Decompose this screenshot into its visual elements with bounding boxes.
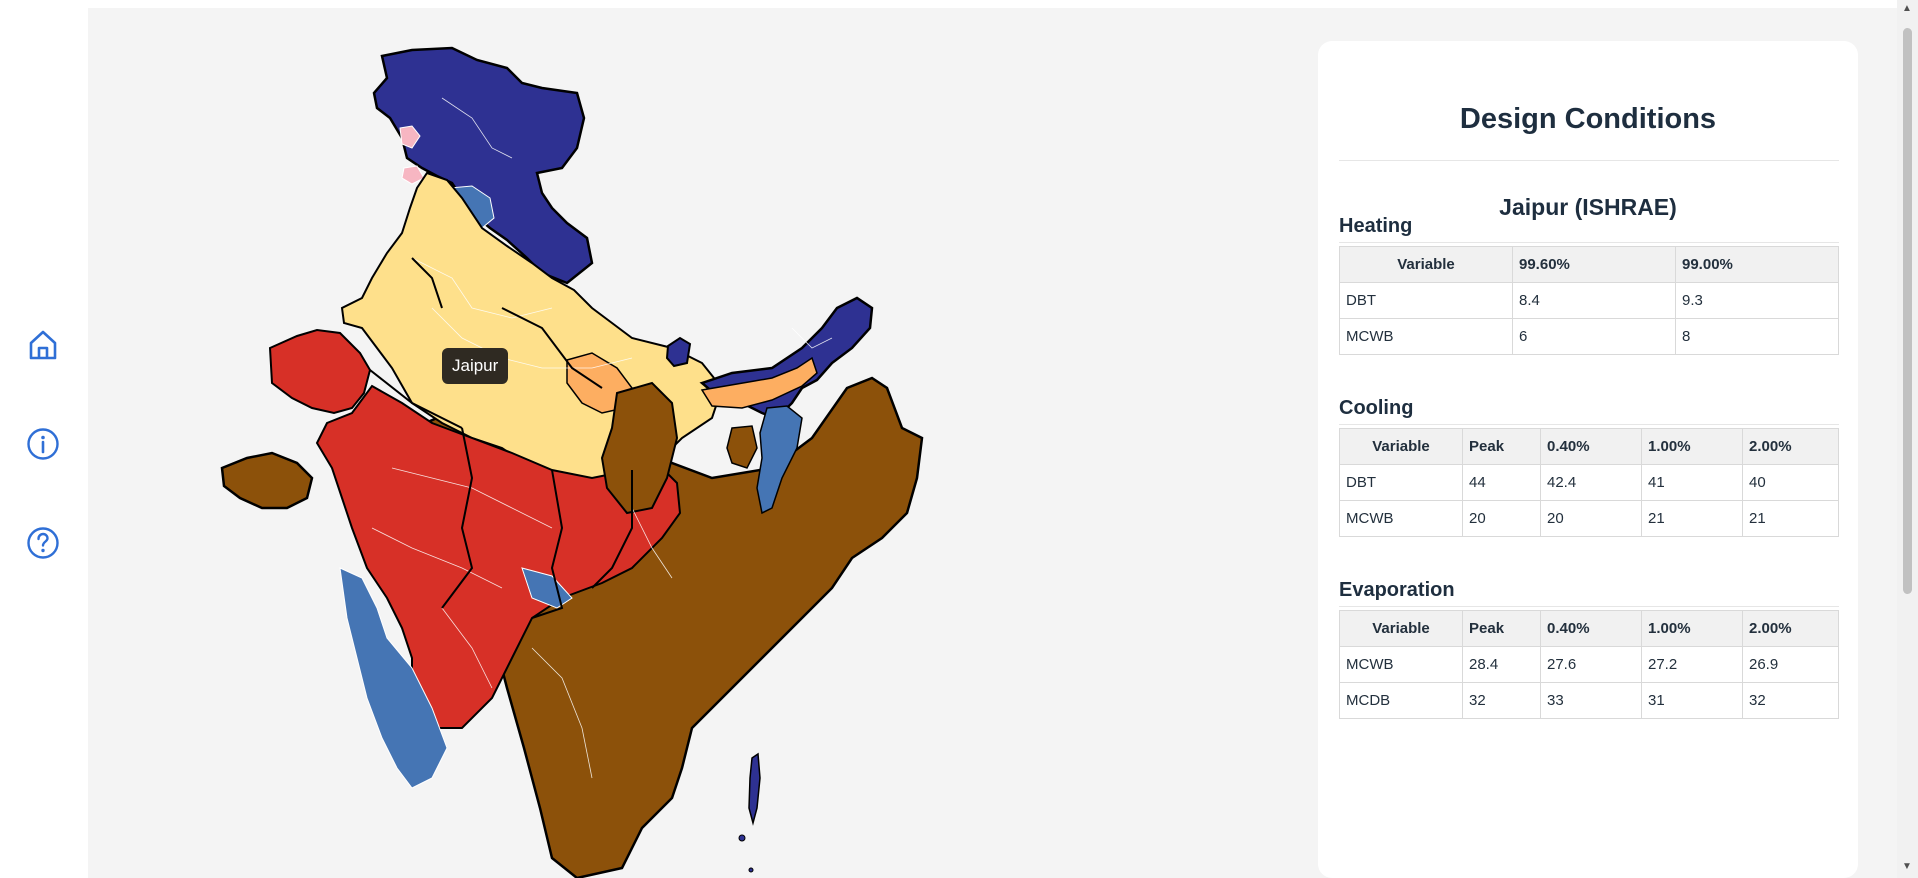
india-map[interactable] — [112, 8, 1312, 878]
sidebar-divider — [88, 8, 112, 878]
table-cell: 20 — [1540, 500, 1642, 537]
table-header: Peak — [1462, 428, 1541, 465]
table-header: Variable — [1339, 610, 1463, 647]
table-cell: 40 — [1742, 464, 1839, 501]
map-region-brown-gujarat[interactable] — [220, 451, 314, 510]
district-boundaries — [371, 97, 833, 779]
map-island — [738, 834, 746, 842]
table-cell: 21 — [1641, 500, 1743, 537]
table-row: MCDB 32 33 31 32 — [1339, 682, 1839, 719]
map-island-2 — [748, 867, 754, 873]
cooling-divider — [1339, 424, 1839, 425]
table-cell: 8 — [1675, 318, 1839, 355]
map-region-orange-ne[interactable] — [700, 356, 818, 409]
table-row: MCWB 28.4 27.6 27.2 26.9 — [1339, 646, 1839, 683]
table-header-row: Variable Peak 0.40% 1.00% 2.00% — [1339, 610, 1839, 647]
table-header: 2.00% — [1742, 610, 1839, 647]
design-conditions-panel: Design Conditions Jaipur (ISHRAE) Heatin… — [1318, 41, 1858, 878]
evaporation-table: Variable Peak 0.40% 1.00% 2.00% MCWB 28.… — [1339, 610, 1839, 719]
table-row: MCWB 20 20 21 21 — [1339, 500, 1839, 537]
table-header: 99.60% — [1512, 246, 1676, 283]
table-cell: MCWB — [1339, 646, 1463, 683]
table-cell: MCWB — [1339, 500, 1463, 537]
evaporation-divider — [1339, 606, 1839, 607]
scrollbar[interactable]: ▲ ▼ — [1897, 0, 1918, 878]
table-header: 2.00% — [1742, 428, 1839, 465]
table-header: 0.40% — [1540, 428, 1642, 465]
title-divider — [1339, 160, 1839, 161]
table-cell: DBT — [1339, 464, 1463, 501]
map-region-andaman[interactable] — [748, 752, 761, 826]
table-cell: 31 — [1641, 682, 1743, 719]
table-cell: 28.4 — [1462, 646, 1541, 683]
map-region-brown-east[interactable] — [600, 381, 679, 515]
table-header: Peak — [1462, 610, 1541, 647]
table-cell: 32 — [1462, 682, 1541, 719]
sidebar — [0, 0, 88, 878]
table-cell: 44 — [1462, 464, 1541, 501]
map-region-mid-blue-ne[interactable] — [756, 405, 803, 515]
table-cell: 8.4 — [1512, 282, 1676, 319]
map-region-dark-blue-north[interactable] — [372, 46, 594, 285]
map-region-pink-north[interactable] — [399, 125, 421, 149]
heating-divider — [1339, 242, 1839, 243]
table-cell: 27.6 — [1540, 646, 1642, 683]
help-icon — [27, 527, 59, 559]
table-cell: 21 — [1742, 500, 1839, 537]
panel-title: Design Conditions — [1459, 103, 1717, 135]
cooling-table: Variable Peak 0.40% 1.00% 2.00% DBT 44 4… — [1339, 428, 1839, 537]
table-header: 1.00% — [1641, 428, 1743, 465]
heating-title: Heating — [1339, 215, 1413, 237]
home-button[interactable] — [22, 324, 64, 366]
map-tooltip: Jaipur — [442, 348, 509, 384]
scroll-down-arrow[interactable]: ▼ — [1902, 861, 1912, 872]
table-cell: 42.4 — [1540, 464, 1642, 501]
map-region-dark-blue-sikkim[interactable] — [665, 336, 692, 368]
table-header: 0.40% — [1540, 610, 1642, 647]
climate-zone-map[interactable]: Jaipur — [112, 8, 1312, 878]
table-cell: 9.3 — [1675, 282, 1839, 319]
scrollbar-thumb[interactable] — [1903, 28, 1912, 594]
table-cell: DBT — [1339, 282, 1513, 319]
table-cell: 6 — [1512, 318, 1676, 355]
info-button[interactable] — [22, 423, 64, 465]
table-header-row: Variable 99.60% 99.00% — [1339, 246, 1839, 283]
scroll-up-arrow[interactable]: ▲ — [1902, 3, 1912, 14]
table-row: DBT 8.4 9.3 — [1339, 282, 1839, 319]
table-row: MCWB 6 8 — [1339, 318, 1839, 355]
table-header: Variable — [1339, 428, 1463, 465]
table-cell: 33 — [1540, 682, 1642, 719]
table-cell: 41 — [1641, 464, 1743, 501]
cooling-title: Cooling — [1339, 397, 1414, 419]
home-icon — [29, 330, 57, 360]
city-name: Jaipur (ISHRAE) — [1499, 194, 1677, 220]
table-header: 1.00% — [1641, 610, 1743, 647]
table-cell: 27.2 — [1641, 646, 1743, 683]
state-boundaries — [369, 257, 633, 619]
heating-table: Variable 99.60% 99.00% DBT 8.4 9.3 MCWB … — [1339, 246, 1839, 355]
map-region-brown-ne[interactable] — [726, 425, 758, 469]
table-cell: 20 — [1462, 500, 1541, 537]
table-header: Variable — [1339, 246, 1513, 283]
table-row: DBT 44 42.4 41 40 — [1339, 464, 1839, 501]
table-cell: 32 — [1742, 682, 1839, 719]
info-icon — [27, 428, 59, 460]
help-button[interactable] — [22, 522, 64, 564]
map-region-mid-blue-south[interactable] — [339, 567, 448, 789]
map-region-pink-north-2[interactable] — [401, 165, 425, 185]
table-cell: 26.9 — [1742, 646, 1839, 683]
table-cell: MCDB — [1339, 682, 1463, 719]
table-cell: MCWB — [1339, 318, 1513, 355]
table-header-row: Variable Peak 0.40% 1.00% 2.00% — [1339, 428, 1839, 465]
map-region-red-west[interactable] — [268, 328, 372, 415]
table-header: 99.00% — [1675, 246, 1839, 283]
evaporation-title: Evaporation — [1339, 579, 1455, 601]
map-region-red-central[interactable] — [315, 384, 682, 729]
